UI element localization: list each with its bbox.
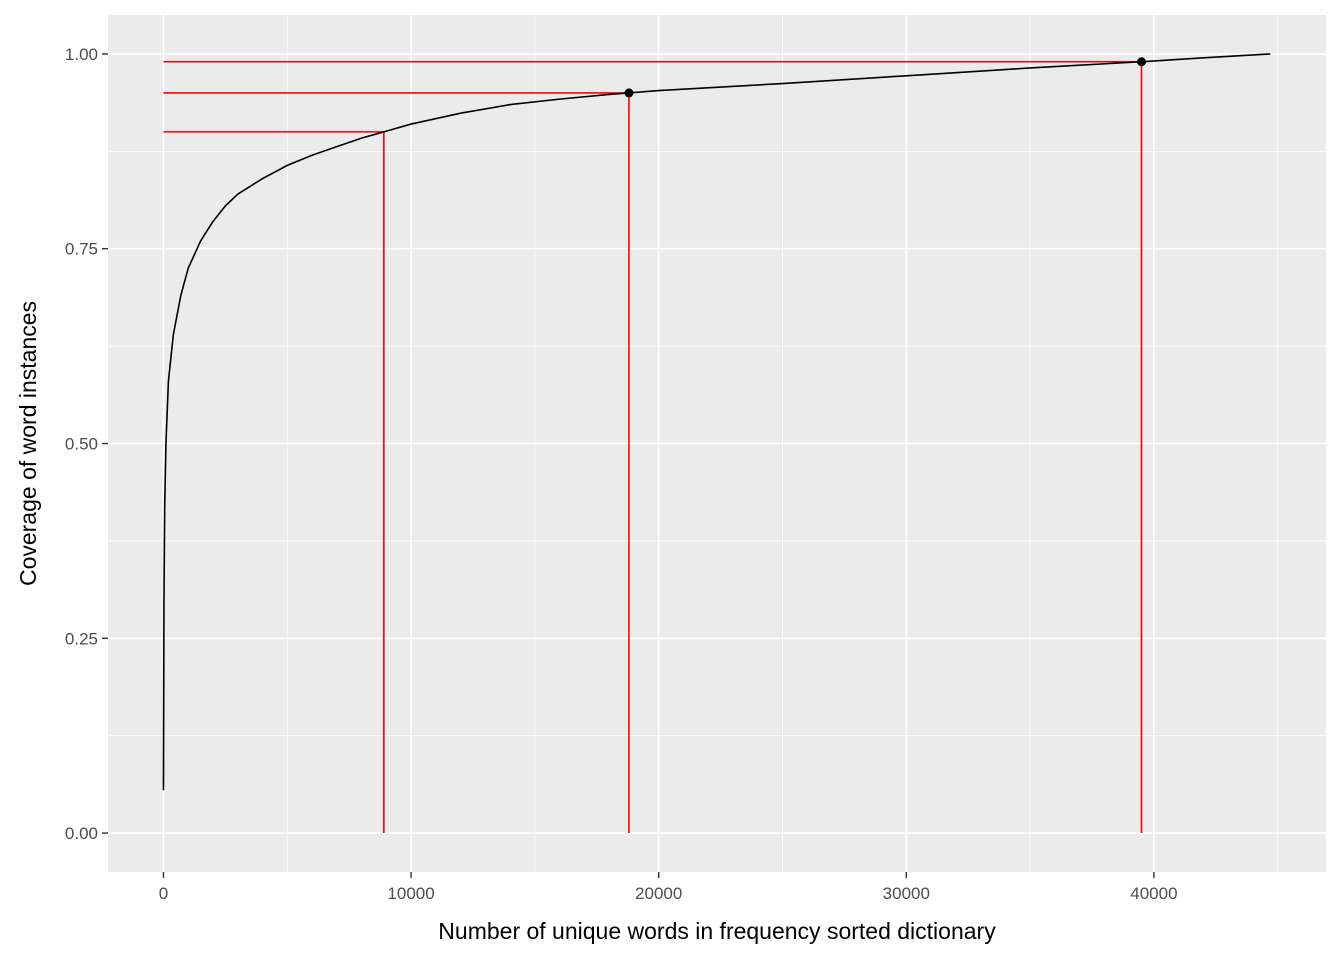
coverage-curve	[162, 53, 1271, 791]
data-marks	[162, 53, 1271, 834]
y-tick-label: 0.00	[65, 824, 98, 843]
major-grid	[108, 15, 1326, 872]
coverage-point	[624, 88, 634, 98]
x-tick-label: 10000	[387, 884, 434, 903]
y-tick-label: 0.75	[65, 240, 98, 259]
x-tick-label: 0	[159, 884, 168, 903]
x-axis-title: Number of unique words in frequency sort…	[438, 918, 996, 944]
y-tick-label: 0.50	[65, 435, 98, 454]
x-tick-label: 30000	[883, 884, 930, 903]
y-tick-label: 1.00	[65, 45, 98, 64]
x-tick-label: 20000	[635, 884, 682, 903]
minor-grid	[108, 15, 1326, 872]
axis-ticks	[102, 53, 1155, 878]
coverage-point	[1137, 57, 1147, 67]
axis-tick-labels: 0 10000 20000 30000 40000 0.00 0.25 0.50 0.75 1.0…	[65, 45, 1178, 903]
y-axis-title: Coverage of word instances	[15, 301, 41, 586]
y-tick-label: 0.25	[65, 629, 98, 648]
x-tick-label: 40000	[1130, 884, 1177, 903]
